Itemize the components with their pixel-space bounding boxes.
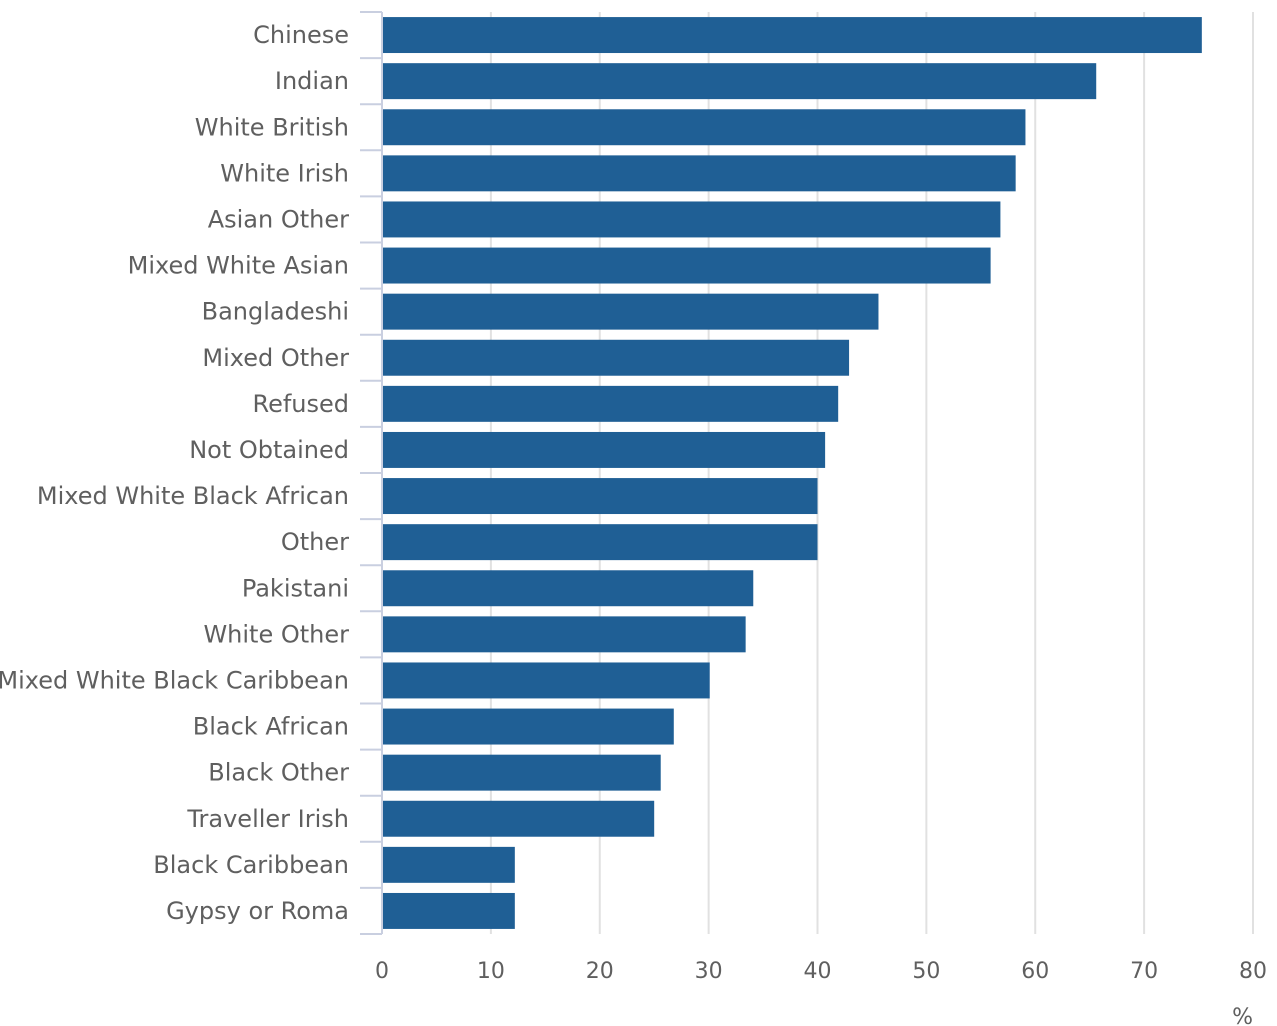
x-tick-label: 50	[912, 959, 940, 984]
bar-asian-other	[383, 201, 1001, 238]
category-label: Black Other	[208, 759, 349, 787]
x-tick-label: 40	[804, 959, 832, 984]
bars	[383, 17, 1202, 929]
category-label: Mixed White Black African	[37, 482, 349, 510]
category-label: Mixed White Asian	[128, 252, 349, 280]
category-label: Not Obtained	[189, 436, 349, 464]
bar-black-caribbean	[383, 846, 515, 883]
bar-white-irish	[383, 155, 1016, 192]
bar-black-african	[383, 708, 674, 745]
x-tick-label: 30	[695, 959, 723, 984]
category-label: Mixed Other	[202, 344, 349, 372]
category-label: Other	[281, 528, 349, 556]
bar-other	[383, 524, 818, 561]
category-label: White Irish	[220, 159, 349, 187]
x-tick-label: 10	[477, 959, 505, 984]
category-label: Bangladeshi	[202, 298, 349, 326]
gridlines	[489, 12, 1254, 934]
bar-gypsy-or-roma	[383, 892, 515, 929]
category-label: White Other	[203, 620, 349, 648]
x-tick-labels: 0 10 20 30 40 50 60 70 80	[375, 959, 1267, 984]
category-label: Traveller Irish	[186, 805, 349, 833]
bar-refused	[383, 385, 839, 422]
category-label: White British	[195, 113, 349, 141]
category-label: Refused	[252, 390, 349, 418]
bar-pakistani	[383, 570, 754, 607]
category-label: Black Caribbean	[153, 851, 349, 879]
bar-white-other	[383, 616, 746, 653]
category-label: Asian Other	[208, 205, 349, 233]
bar-traveller-irish	[383, 800, 655, 837]
bar-mixed-white-asian	[383, 247, 991, 284]
bar-not-obtained	[383, 431, 826, 468]
category-label: Pakistani	[242, 574, 349, 602]
bar-white-british	[383, 109, 1026, 146]
category-labels: Chinese Indian White British White Irish Asi…	[0, 21, 349, 925]
category-label: Mixed White Black Caribbean	[0, 666, 349, 694]
x-tick-label: 0	[375, 959, 389, 984]
x-tick-label: 20	[586, 959, 614, 984]
x-axis-unit-label: %	[1232, 1005, 1253, 1026]
bar-bangladeshi	[383, 293, 879, 330]
bar-mixed-white-black-african	[383, 478, 818, 515]
bar-indian	[383, 63, 1097, 100]
category-label: Indian	[275, 67, 349, 95]
bar-mixed-other	[383, 339, 850, 376]
x-tick-label: 70	[1130, 959, 1158, 984]
x-tick-label: 80	[1239, 959, 1267, 984]
category-label: Chinese	[253, 21, 349, 49]
bar-black-other	[383, 754, 661, 791]
y-axis	[360, 11, 383, 935]
bar-mixed-white-black-caribbean	[383, 662, 710, 699]
x-tick-label: 60	[1021, 959, 1049, 984]
category-label: Black African	[193, 713, 349, 741]
category-label: Gypsy or Roma	[166, 897, 349, 925]
bar-chinese	[383, 17, 1202, 54]
